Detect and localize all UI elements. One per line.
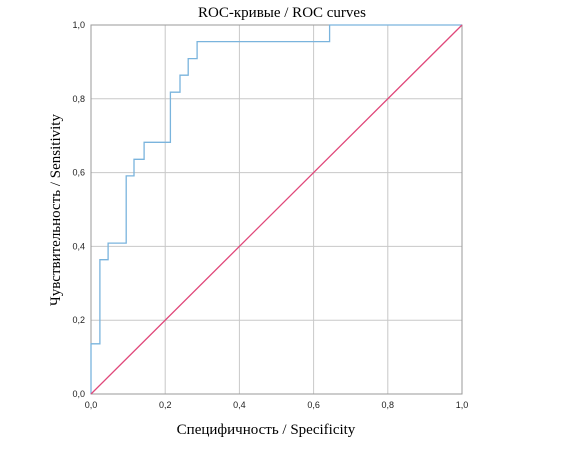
x-axis-label: Специфичность / Specificity <box>177 422 356 438</box>
x-tick-label: 1,0 <box>456 400 469 410</box>
y-tick-label: 0,8 <box>72 94 85 104</box>
series-group <box>90 24 463 395</box>
y-axis-label: Чувствительность / Sensitivity <box>48 114 64 306</box>
y-tick-label: 1,0 <box>72 20 85 30</box>
x-tick-label: 0,4 <box>233 400 246 410</box>
x-tick-label: 0,6 <box>307 400 320 410</box>
reference-diagonal-line <box>90 24 463 395</box>
y-tick-label: 0,0 <box>72 389 85 399</box>
y-tick-label: 0,2 <box>72 315 85 325</box>
chart-title: ROC-кривые / ROC curves <box>198 5 366 21</box>
roc-curve-line <box>90 24 462 394</box>
tick-labels: 0,0 0,2 0,4 0,6 0,8 1,0 0,0 0,2 0,4 0,6 0,8 1,0 <box>72 20 468 410</box>
x-tick-label: 0,2 <box>159 400 172 410</box>
plot-frame <box>90 24 463 395</box>
y-tick-label: 0,6 <box>72 168 85 178</box>
x-tick-label: 0,0 <box>85 400 98 410</box>
y-tick-label: 0,4 <box>72 241 85 251</box>
x-tick-label: 0,8 <box>382 400 395 410</box>
